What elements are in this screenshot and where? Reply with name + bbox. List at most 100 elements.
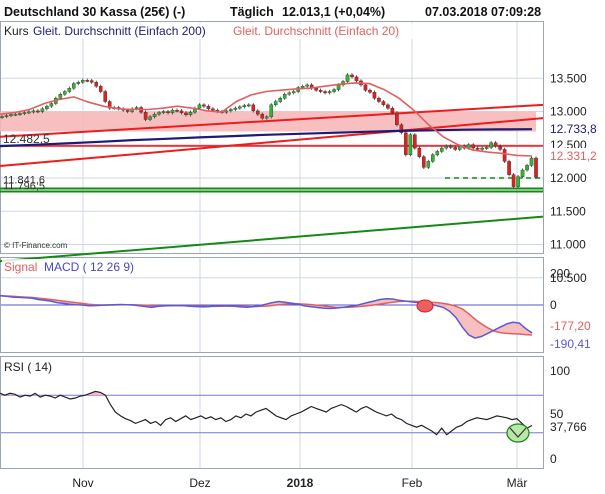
candle-body bbox=[399, 124, 404, 133]
last-price: 12.013,1 (+0,04%) bbox=[282, 5, 385, 19]
candle-body bbox=[520, 169, 525, 177]
candle-body bbox=[314, 88, 318, 91]
candles bbox=[0, 73, 538, 189]
rsi-tick-0: 0 bbox=[550, 452, 557, 466]
candle-body bbox=[202, 104, 206, 107]
candle-body bbox=[444, 145, 449, 149]
candle-body bbox=[63, 91, 67, 95]
axis-labels: 13.50013.00012.50012.00011.50011.00010.5… bbox=[3, 71, 604, 466]
candle-body bbox=[247, 104, 251, 107]
price-tick-label: 13.500 bbox=[550, 71, 587, 85]
candle-body bbox=[188, 111, 193, 116]
candle-body bbox=[36, 110, 40, 113]
candle-body bbox=[430, 154, 435, 162]
legend-macd: MACD ( 12 26 9) bbox=[44, 260, 134, 274]
candle-body bbox=[242, 105, 247, 108]
trend-red-lower bbox=[0, 117, 544, 168]
candle-body bbox=[238, 106, 242, 109]
sma200-marker: 12.733,8 bbox=[550, 122, 597, 136]
candle-body bbox=[211, 108, 215, 111]
macd-plot bbox=[0, 294, 543, 339]
candle-body bbox=[327, 91, 332, 94]
candle-body bbox=[377, 97, 381, 102]
support-a-label: 11.841,6 bbox=[3, 175, 45, 187]
instrument-title: Deutschland 30 Kassa (25€) (-) bbox=[4, 5, 185, 19]
price-tick-label: 11.000 bbox=[550, 238, 586, 252]
candle-body bbox=[233, 107, 238, 110]
candle-body bbox=[179, 110, 184, 114]
candle-body bbox=[166, 111, 170, 114]
legend-sma200: Gleit. Durchschnitt (Einfach 200) bbox=[33, 24, 206, 38]
watermark: © IT-Finance.com bbox=[4, 241, 68, 250]
hline-left-label: 12.482,5 bbox=[3, 132, 50, 146]
rsi-tick-50: 50 bbox=[550, 407, 564, 421]
signal-marker-bg bbox=[546, 336, 604, 352]
candle-body bbox=[448, 145, 453, 148]
sma20-marker-bg bbox=[546, 147, 604, 164]
candle-body bbox=[76, 82, 81, 84]
candle-body bbox=[148, 116, 152, 120]
trend-green bbox=[0, 215, 544, 263]
candle-body bbox=[529, 157, 534, 166]
candle-body bbox=[134, 107, 139, 110]
datetime: 07.03.2018 07:09:28 bbox=[425, 5, 541, 19]
price-tick-label: 13.000 bbox=[550, 105, 587, 119]
candle-body bbox=[31, 110, 36, 113]
candle-body bbox=[287, 92, 291, 95]
candle-body bbox=[489, 142, 493, 148]
x-tick-label: Nov bbox=[72, 476, 93, 490]
candle-body bbox=[152, 113, 157, 118]
candle-body bbox=[435, 151, 440, 155]
grid-lines bbox=[1, 22, 543, 468]
x-tick-label: Dez bbox=[189, 476, 210, 490]
candle-body bbox=[300, 86, 305, 88]
support-b-label: 11.796,5 bbox=[3, 181, 45, 193]
candle-body bbox=[282, 94, 287, 99]
candle-body bbox=[89, 80, 94, 83]
trend-red-upper bbox=[0, 103, 544, 138]
rsi-green-marker bbox=[506, 423, 530, 443]
candle-body bbox=[395, 112, 399, 126]
candle-body bbox=[49, 103, 54, 107]
rsi-marker-bg bbox=[546, 419, 604, 435]
sma200-line bbox=[0, 128, 533, 148]
candle-body bbox=[103, 91, 108, 102]
candle-body bbox=[372, 92, 377, 99]
price-tick-label: 10.500 bbox=[550, 271, 587, 285]
candle-body bbox=[493, 142, 498, 147]
candle-body bbox=[363, 84, 368, 91]
rsi-tick-100: 100 bbox=[550, 364, 570, 378]
trend-lines bbox=[0, 103, 544, 263]
candle-body bbox=[4, 115, 9, 117]
candle-body bbox=[475, 147, 480, 150]
candle-body bbox=[323, 91, 327, 94]
x-axis: Nov Dez 2018 Feb Mär bbox=[72, 476, 527, 490]
candle-body bbox=[484, 147, 489, 149]
candle-body bbox=[417, 147, 422, 157]
signal-line bbox=[0, 295, 533, 336]
candle-body bbox=[502, 149, 507, 162]
rsi-line bbox=[0, 390, 533, 436]
sma20-marker: 12.331,2 bbox=[550, 149, 597, 163]
candle-body bbox=[157, 112, 161, 115]
candle-body bbox=[471, 144, 475, 149]
candle-body bbox=[426, 161, 431, 168]
candle-body bbox=[350, 74, 354, 78]
moving-averages bbox=[0, 82, 533, 157]
candle-body bbox=[251, 104, 256, 112]
x-tick-label: 2018 bbox=[287, 476, 314, 490]
rsi-plot bbox=[0, 390, 543, 443]
candle-body bbox=[408, 134, 413, 155]
x-tick-label: Mär bbox=[507, 476, 528, 490]
candle-body bbox=[534, 157, 538, 178]
candle-body bbox=[22, 112, 27, 114]
rsi-marker: 37,766 bbox=[550, 420, 587, 434]
candle-body bbox=[404, 132, 408, 155]
candle-body bbox=[336, 84, 341, 90]
macd-tick-0: 0 bbox=[550, 298, 557, 312]
legend-sma20: Gleit. Durchschnitt (Einfach 20) bbox=[233, 24, 399, 38]
price-legend-bg bbox=[2, 23, 426, 39]
candle-body bbox=[175, 109, 179, 112]
macd-cross-marker bbox=[416, 299, 434, 313]
